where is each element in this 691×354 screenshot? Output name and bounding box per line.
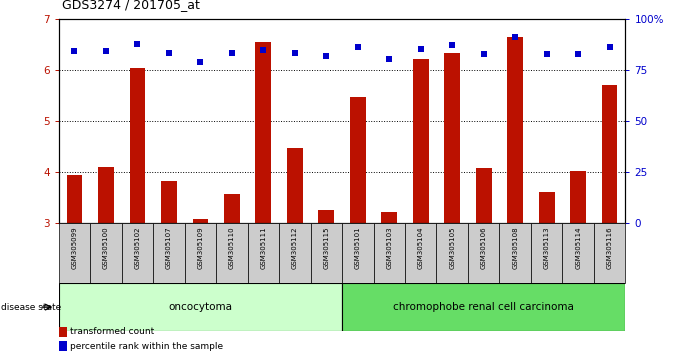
Text: GSM305105: GSM305105 <box>449 226 455 269</box>
Bar <box>476 168 491 223</box>
FancyBboxPatch shape <box>310 223 342 283</box>
FancyBboxPatch shape <box>216 223 247 283</box>
FancyBboxPatch shape <box>247 223 279 283</box>
Text: GSM305111: GSM305111 <box>261 226 266 269</box>
Text: GSM305100: GSM305100 <box>103 226 109 269</box>
FancyBboxPatch shape <box>500 223 531 283</box>
FancyBboxPatch shape <box>437 223 468 283</box>
Text: GSM305104: GSM305104 <box>418 226 424 269</box>
FancyBboxPatch shape <box>594 223 625 283</box>
Point <box>384 56 395 62</box>
Text: GDS3274 / 201705_at: GDS3274 / 201705_at <box>62 0 200 11</box>
Text: GSM305115: GSM305115 <box>323 226 330 269</box>
FancyBboxPatch shape <box>342 223 374 283</box>
FancyBboxPatch shape <box>184 223 216 283</box>
FancyBboxPatch shape <box>468 223 500 283</box>
Text: GSM305108: GSM305108 <box>512 226 518 269</box>
Text: disease state: disease state <box>1 303 61 312</box>
Point <box>195 59 206 64</box>
Point <box>541 51 552 56</box>
FancyBboxPatch shape <box>342 283 625 331</box>
Point <box>100 48 111 54</box>
Text: GSM305099: GSM305099 <box>71 226 77 269</box>
Text: GSM305114: GSM305114 <box>575 226 581 269</box>
Bar <box>570 171 586 223</box>
Text: percentile rank within the sample: percentile rank within the sample <box>70 342 223 351</box>
Point <box>352 45 363 50</box>
Bar <box>59 327 67 337</box>
Bar <box>129 68 145 223</box>
Bar <box>224 194 240 223</box>
Point <box>69 48 80 54</box>
Point <box>321 53 332 59</box>
Text: chromophobe renal cell carcinoma: chromophobe renal cell carcinoma <box>393 302 574 312</box>
Text: GSM305103: GSM305103 <box>386 226 392 269</box>
Point <box>415 46 426 52</box>
FancyBboxPatch shape <box>59 223 91 283</box>
Text: GSM305102: GSM305102 <box>135 226 140 269</box>
Bar <box>319 210 334 223</box>
Text: GSM305107: GSM305107 <box>166 226 172 269</box>
FancyBboxPatch shape <box>562 223 594 283</box>
Text: GSM305113: GSM305113 <box>544 226 549 269</box>
FancyBboxPatch shape <box>91 223 122 283</box>
Point <box>510 34 521 40</box>
FancyBboxPatch shape <box>59 283 342 331</box>
FancyBboxPatch shape <box>279 223 310 283</box>
Text: oncocytoma: oncocytoma <box>169 302 232 312</box>
Text: GSM305116: GSM305116 <box>607 226 613 269</box>
FancyBboxPatch shape <box>405 223 437 283</box>
Text: GSM305106: GSM305106 <box>481 226 486 269</box>
FancyBboxPatch shape <box>374 223 405 283</box>
FancyBboxPatch shape <box>122 223 153 283</box>
Bar <box>66 175 82 223</box>
Bar <box>602 85 618 223</box>
Point <box>132 41 143 47</box>
Point <box>290 50 301 55</box>
Bar <box>98 167 114 223</box>
FancyBboxPatch shape <box>153 223 184 283</box>
Bar <box>413 59 428 223</box>
Point <box>573 51 584 56</box>
Point <box>446 42 457 48</box>
Bar <box>59 341 67 351</box>
Text: GSM305112: GSM305112 <box>292 226 298 269</box>
Bar <box>381 212 397 223</box>
Point <box>478 51 489 56</box>
Bar <box>539 193 554 223</box>
Point <box>227 50 238 55</box>
Point <box>258 47 269 53</box>
FancyBboxPatch shape <box>531 223 562 283</box>
Bar <box>350 97 366 223</box>
Point <box>604 45 615 50</box>
Bar <box>444 52 460 223</box>
Bar <box>256 42 271 223</box>
Text: GSM305110: GSM305110 <box>229 226 235 269</box>
Text: GSM305109: GSM305109 <box>198 226 203 269</box>
Bar <box>161 181 177 223</box>
Point <box>163 50 174 55</box>
Text: GSM305101: GSM305101 <box>354 226 361 269</box>
Bar <box>287 148 303 223</box>
Text: transformed count: transformed count <box>70 327 154 336</box>
Bar <box>507 37 523 223</box>
Bar <box>193 219 208 223</box>
